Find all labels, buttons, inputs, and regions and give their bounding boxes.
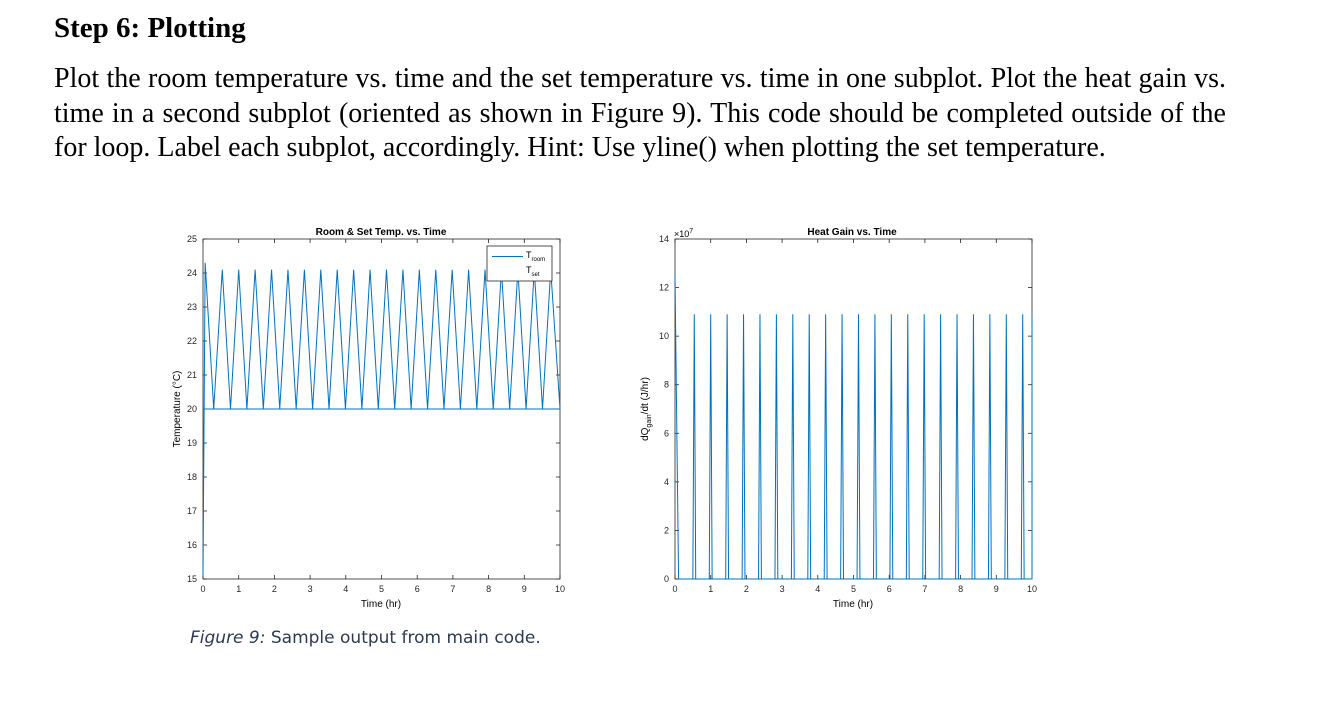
caption-label: Figure 9: (190, 628, 266, 648)
heat-y-axis-label: dQgain/dt (J/hr) (640, 377, 653, 441)
heat-y-tick-label: 12 (659, 283, 669, 293)
temp-y-tick-label: 22 (187, 336, 197, 346)
temp-x-tick-label: 1 (236, 584, 241, 594)
heat-x-tick-label: 0 (672, 584, 677, 594)
temp-y-tick-label: 18 (187, 472, 197, 482)
temp-x-tick-label: 4 (343, 584, 348, 594)
heat-y-tick-label: 8 (664, 380, 669, 390)
heat-y-tick-label: 6 (664, 428, 669, 438)
heat-x-tick-label: 7 (922, 584, 927, 594)
instructions-paragraph: Plot the room temperature vs. time and t… (54, 63, 1226, 164)
temp-x-tick-label: 6 (415, 584, 420, 594)
section-heading: Step 6: Plotting (54, 12, 246, 44)
temp-legend: Troom Tset (486, 245, 553, 282)
heat-y-tick-label: 14 (659, 234, 669, 244)
heat-plot-title: Heat Gain vs. Time (807, 227, 897, 238)
temp-x-tick-label: 0 (200, 584, 205, 594)
temp-legend-box (486, 245, 553, 282)
temp-x-tick-label: 7 (450, 584, 455, 594)
legend-entry-set: Tset (526, 265, 540, 278)
temp-y-tick-label: 24 (187, 268, 197, 278)
heat-x-tick-label: 1 (708, 584, 713, 594)
temp-y-tick-label: 25 (187, 234, 197, 244)
heat-x-tick-label: 6 (887, 584, 892, 594)
temp-x-tick-label: 2 (272, 584, 277, 594)
temp-y-tick-label: 20 (187, 404, 197, 414)
heat-x-tick-label: 10 (1027, 584, 1037, 594)
heat-x-axis-label: Time (hr) (833, 599, 873, 610)
temp-x-tick-label: 8 (486, 584, 491, 594)
temp-y-tick-label: 19 (187, 438, 197, 448)
heat-x-tick-label: 2 (744, 584, 749, 594)
temp-y-tick-label: 16 (187, 540, 197, 550)
legend-entry-room: Troom (526, 250, 545, 263)
temp-y-ticks: 15 16 17 18 19 20 21 22 23 24 25 (187, 234, 560, 584)
heat-y-tick-label: 2 (664, 525, 669, 535)
heat-y-tick-label: 10 (659, 331, 669, 341)
heat-x-tick-label: 4 (815, 584, 820, 594)
temp-x-tick-label: 9 (522, 584, 527, 594)
heat-x-tick-label: 8 (958, 584, 963, 594)
temp-subplot: Room & Set Temp. vs. Time Time (hr) Temp… (172, 227, 565, 610)
heat-y-tick-label: 0 (664, 574, 669, 584)
temp-plot-title: Room & Set Temp. vs. Time (316, 227, 447, 238)
temp-x-ticks: 0 1 2 3 4 5 6 7 8 9 10 (200, 239, 565, 594)
heat-y-tick-label: 4 (664, 477, 669, 487)
temp-x-tick-label: 5 (379, 584, 384, 594)
heat-x-tick-label: 9 (994, 584, 999, 594)
temp-y-tick-label: 15 (187, 574, 197, 584)
heat-y-exponent: ×107 (674, 228, 693, 239)
figure-caption: Figure 9: Sample output from main code. (190, 628, 541, 648)
temp-y-tick-label: 23 (187, 302, 197, 312)
heat-x-tick-label: 3 (780, 584, 785, 594)
temp-x-tick-label: 10 (555, 584, 565, 594)
heat-gain-line (674, 275, 1033, 580)
heat-x-tick-label: 5 (851, 584, 856, 594)
temp-x-tick-label: 3 (308, 584, 313, 594)
temp-y-tick-label: 21 (187, 370, 197, 380)
temp-y-tick-label: 17 (187, 506, 197, 516)
caption-text: Sample output from main code. (265, 628, 541, 648)
temp-x-axis-label: Time (hr) (361, 599, 401, 610)
heat-x-ticks: 0 1 2 3 4 5 6 7 8 9 10 (672, 239, 1037, 594)
heat-subplot: Heat Gain vs. Time Time (hr) dQgain/dt (… (640, 227, 1037, 610)
temp-y-axis-label: Temperature (°C) (172, 371, 183, 448)
